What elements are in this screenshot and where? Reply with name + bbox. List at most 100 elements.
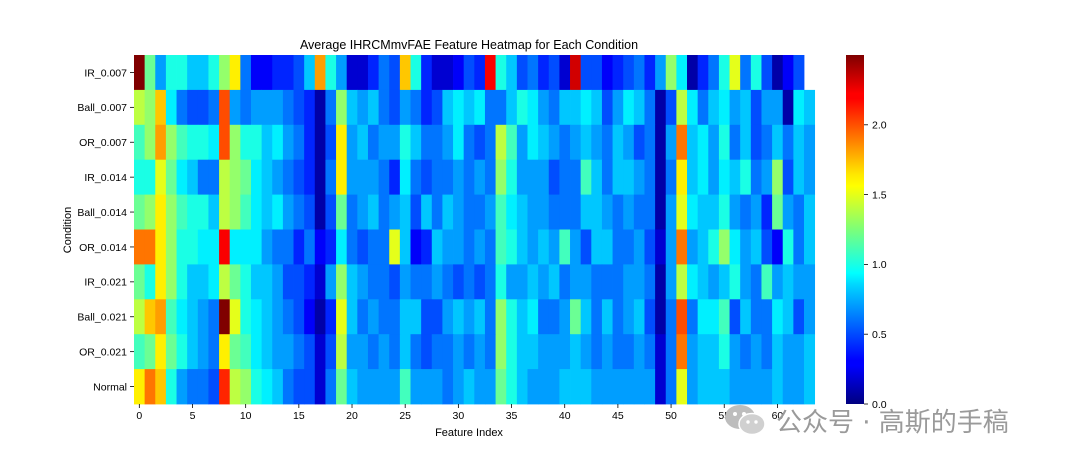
heatmap-cell xyxy=(357,334,369,370)
heatmap-cell xyxy=(782,369,794,405)
heatmap-cell xyxy=(697,55,709,91)
heatmap-cell xyxy=(676,299,688,335)
heatmap-cell xyxy=(378,124,390,161)
heatmap-cell xyxy=(633,55,645,91)
heatmap-cell xyxy=(357,55,369,91)
heatmap-cell xyxy=(506,299,518,335)
heatmap-cell xyxy=(474,229,486,265)
heatmap-cell xyxy=(633,299,645,335)
heatmap-cell xyxy=(304,264,316,300)
heatmap-cell xyxy=(399,299,411,335)
heatmap-cell xyxy=(495,334,507,370)
heatmap-cell xyxy=(399,55,411,91)
heatmap-cell xyxy=(410,229,422,265)
heatmap-cell xyxy=(282,264,294,300)
heatmap-cell xyxy=(718,299,730,335)
heatmap-cell xyxy=(740,334,752,370)
heatmap-cell xyxy=(346,369,358,405)
heatmap-cell xyxy=(570,299,582,335)
heatmap-cell xyxy=(506,334,518,370)
heatmap-cell xyxy=(197,159,209,195)
heatmap-cell xyxy=(484,159,496,195)
heatmap-cell xyxy=(527,334,539,370)
heatmap-cell xyxy=(155,55,167,91)
heatmap-cell xyxy=(697,299,709,335)
heatmap-cell xyxy=(623,89,635,126)
heatmap-cell xyxy=(538,124,550,161)
heatmap-cell xyxy=(293,369,305,405)
heatmap-cell xyxy=(559,159,571,195)
heatmap-cell xyxy=(421,89,433,126)
heatmap-cell xyxy=(410,55,422,91)
row-label: Normal xyxy=(93,381,127,393)
heatmap-cell xyxy=(633,229,645,265)
heatmap-cell xyxy=(208,334,220,370)
heatmap-cell xyxy=(506,369,518,405)
heatmap-cell xyxy=(389,124,401,161)
heatmap-cell xyxy=(474,334,486,370)
heatmap-cell xyxy=(718,124,730,161)
heatmap-cell xyxy=(782,194,794,230)
heatmap-cell xyxy=(676,159,688,195)
heatmap-cell xyxy=(293,229,305,265)
x-tick-label: 10 xyxy=(240,410,252,422)
heatmap-cell xyxy=(389,264,401,300)
heatmap-cell xyxy=(804,194,816,230)
heatmap-cell xyxy=(410,369,422,405)
heatmap-cell xyxy=(740,264,752,300)
heatmap-cell xyxy=(601,334,613,370)
heatmap-cell xyxy=(165,194,177,230)
heatmap-cell xyxy=(655,55,667,91)
heatmap-cell xyxy=(708,159,720,195)
heatmap-cell xyxy=(761,194,773,230)
heatmap-cell xyxy=(718,334,730,370)
heatmap-cell xyxy=(367,229,379,265)
heatmap-cell xyxy=(729,334,741,370)
heatmap-cell xyxy=(187,369,199,405)
heatmap-cell xyxy=(484,55,496,91)
heatmap-cell xyxy=(708,124,720,161)
heatmap-cell xyxy=(655,89,667,126)
heatmap-cell xyxy=(304,159,316,195)
heatmap-cell xyxy=(793,264,805,300)
heatmap-cell xyxy=(750,334,762,370)
heatmap-cell xyxy=(144,194,156,230)
heatmap-cell xyxy=(336,194,348,230)
heatmap-cell xyxy=(655,124,667,161)
heatmap-cell xyxy=(378,194,390,230)
heatmap-cell xyxy=(282,229,294,265)
heatmap-cell xyxy=(176,299,188,335)
heatmap-cell xyxy=(750,194,762,230)
heatmap-cell xyxy=(304,299,316,335)
heatmap-cell xyxy=(591,124,603,161)
heatmap-cell xyxy=(325,124,337,161)
heatmap-cell xyxy=(240,159,252,195)
heatmap-cell xyxy=(708,299,720,335)
heatmap-cell xyxy=(623,194,635,230)
heatmap-cell xyxy=(357,229,369,265)
heatmap-cell xyxy=(240,124,252,161)
heatmap-cell xyxy=(804,299,816,335)
heatmap-cell xyxy=(527,194,539,230)
row-label: IR_0.021 xyxy=(84,277,127,289)
heatmap-cell xyxy=(676,89,688,126)
heatmap-cell xyxy=(325,299,337,335)
heatmap-cell xyxy=(187,264,199,300)
heatmap-cell xyxy=(240,194,252,230)
heatmap-cell xyxy=(495,124,507,161)
heatmap-cell xyxy=(165,264,177,300)
heatmap-cell xyxy=(187,334,199,370)
heatmap-cell xyxy=(484,299,496,335)
heatmap-cell xyxy=(718,89,730,126)
heatmap-cell xyxy=(304,89,316,126)
heatmap-cell xyxy=(134,159,146,195)
x-axis-ticks: 0 5 10 15 20 25 30 35 40 45 50 55 60 xyxy=(136,404,783,422)
heatmap-cell xyxy=(442,299,454,335)
heatmap-cell xyxy=(219,89,231,126)
heatmap-cell xyxy=(261,334,273,370)
heatmap-cell xyxy=(772,369,784,405)
heatmap-cell xyxy=(197,55,209,91)
heatmap-cell xyxy=(463,369,475,405)
heatmap-cell xyxy=(559,369,571,405)
heatmap-cell xyxy=(442,229,454,265)
